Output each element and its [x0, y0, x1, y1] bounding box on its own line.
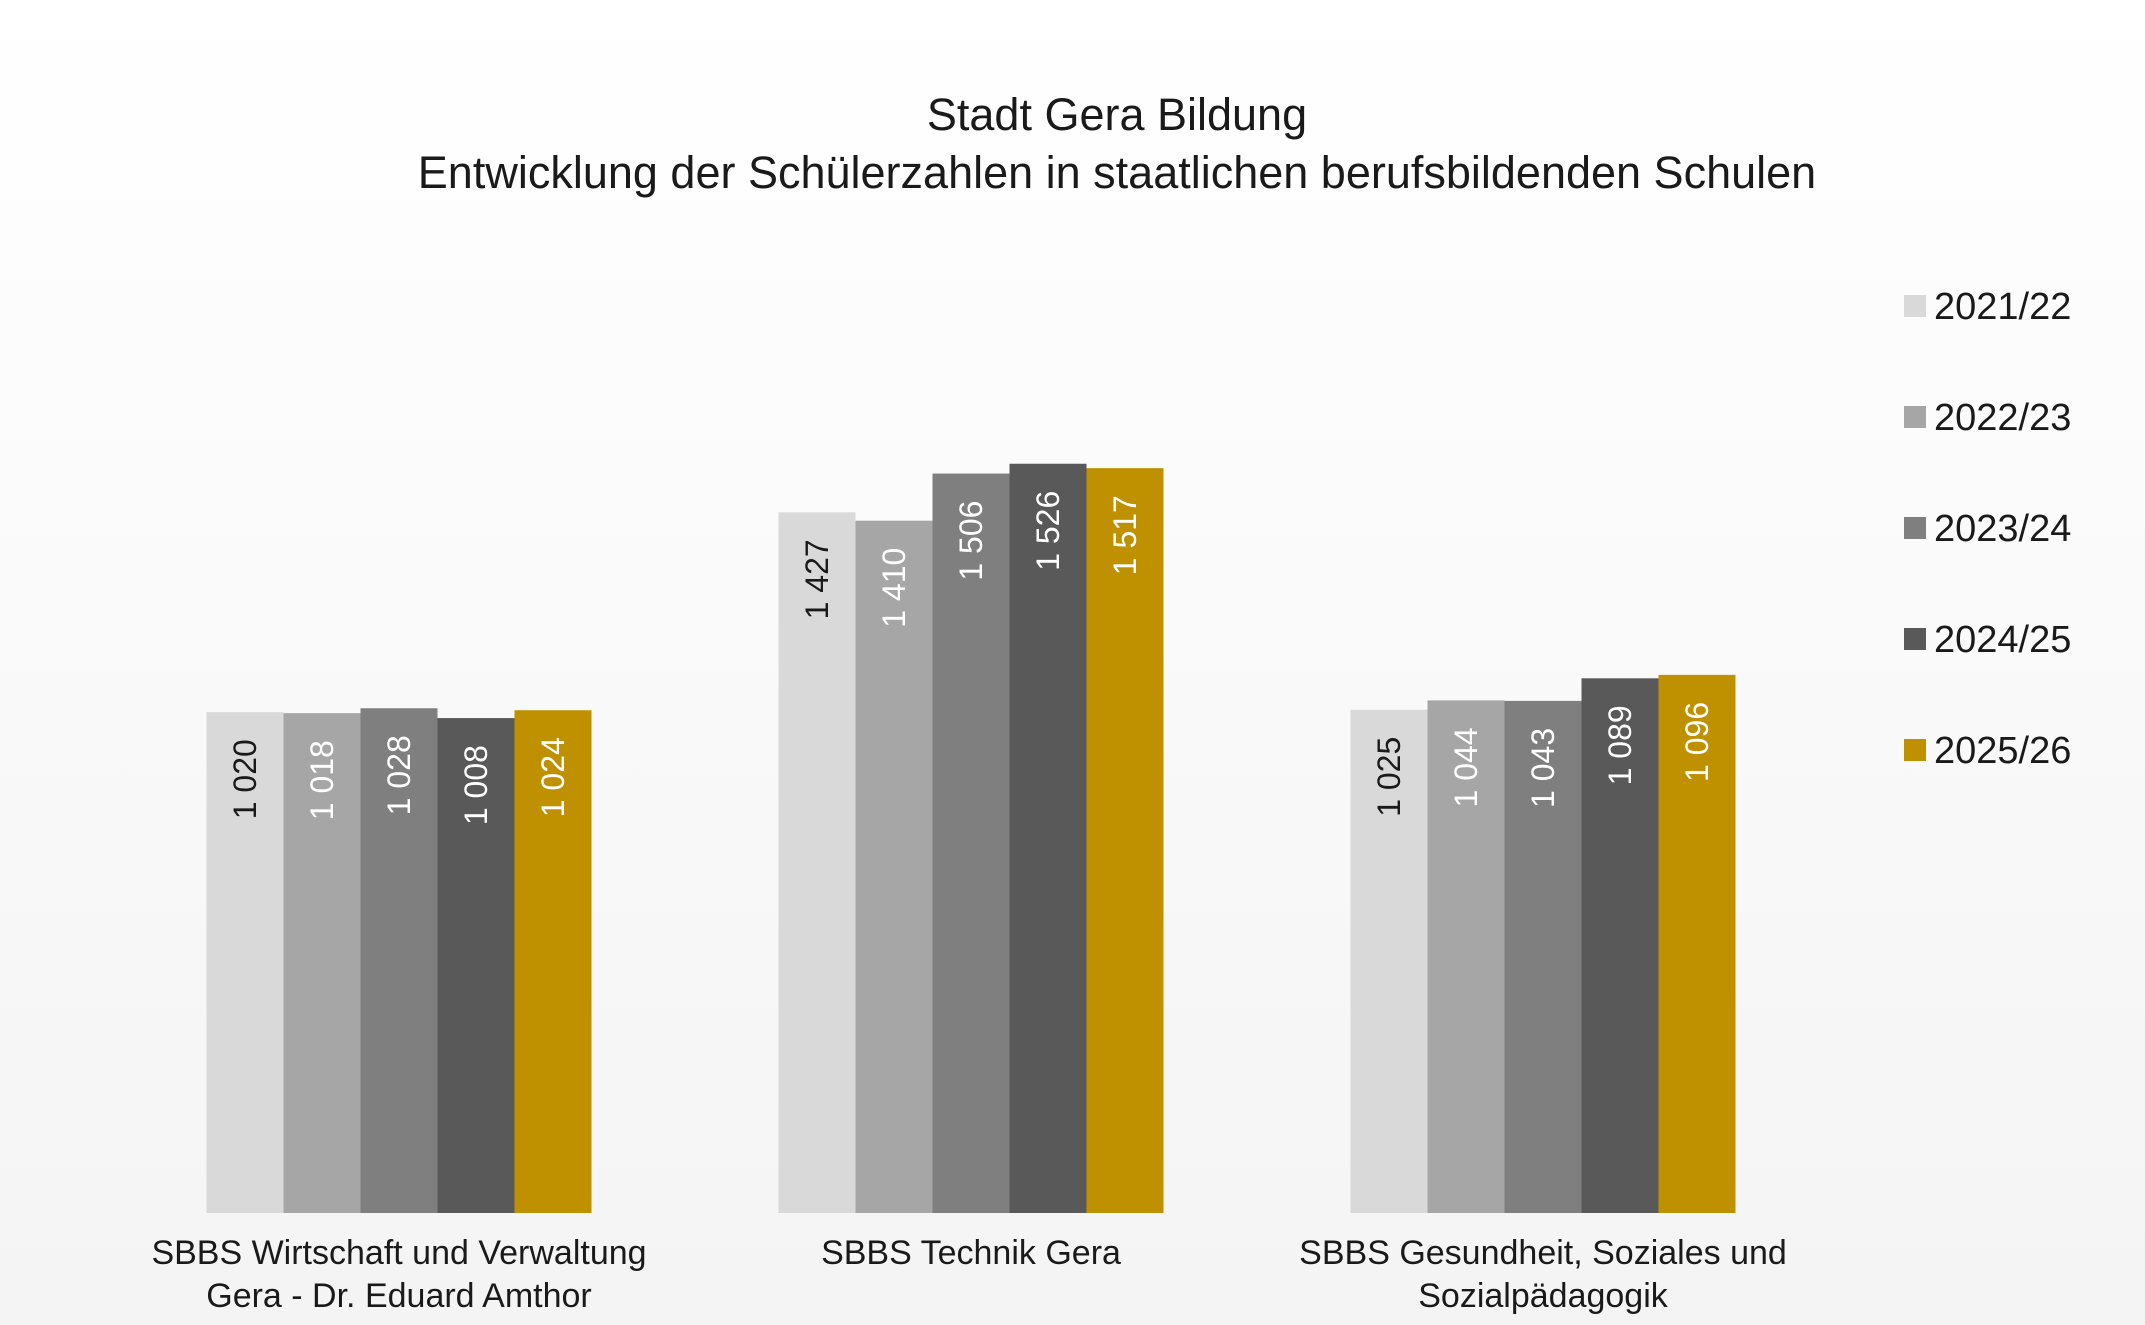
bar	[514, 710, 592, 1213]
legend-swatch	[1904, 628, 1926, 650]
bar	[1581, 678, 1659, 1213]
data-label: 1 044	[1448, 727, 1484, 807]
legend-swatch	[1904, 295, 1926, 317]
legend-swatch	[1904, 406, 1926, 428]
bar	[1009, 463, 1087, 1213]
data-label: 1 517	[1107, 495, 1143, 575]
bar	[1504, 700, 1582, 1213]
legend-label: 2025/26	[1934, 730, 2071, 772]
data-label: 1 096	[1679, 702, 1715, 782]
legend-label: 2022/23	[1934, 397, 2071, 439]
x-tick-label: SBBS Gesundheit, Soziales und Sozialpäda…	[1299, 1234, 1787, 1315]
legend-swatch	[1904, 739, 1926, 761]
bar	[1350, 709, 1428, 1213]
legend-swatch	[1904, 517, 1926, 539]
bar	[360, 708, 438, 1213]
data-label: 1 089	[1602, 705, 1638, 785]
data-label: 1 008	[458, 745, 494, 825]
bar	[1427, 700, 1505, 1213]
bar	[437, 718, 515, 1213]
bar	[1658, 674, 1736, 1213]
data-label: 1 526	[1030, 491, 1066, 571]
bar	[1086, 468, 1164, 1213]
bar	[855, 520, 933, 1213]
legend-label: 2024/25	[1934, 619, 2071, 661]
data-label: 1 025	[1371, 737, 1407, 817]
data-label: 1 024	[535, 737, 571, 817]
bar	[932, 473, 1010, 1214]
x-tick-label: SBBS Wirtschaft und Verwaltung Gera - Dr…	[151, 1234, 647, 1315]
x-tick-label: SBBS Technik Gera	[821, 1234, 1121, 1272]
bar	[778, 512, 856, 1213]
legend-label: 2021/22	[1934, 286, 2071, 328]
chart-title: Stadt Gera Bildung	[927, 89, 1307, 140]
data-label: 1 020	[227, 739, 263, 819]
legend-label: 2023/24	[1934, 508, 2071, 550]
data-label: 1 043	[1525, 728, 1561, 808]
data-label: 1 506	[953, 501, 989, 581]
data-label: 1 018	[304, 740, 340, 820]
data-label: 1 427	[799, 539, 835, 619]
bar	[283, 713, 361, 1213]
data-label: 1 028	[381, 735, 417, 815]
bar	[206, 712, 284, 1213]
data-label: 1 410	[876, 548, 912, 628]
chart-subtitle: Entwicklung der Schülerzahlen in staatli…	[418, 147, 1816, 198]
